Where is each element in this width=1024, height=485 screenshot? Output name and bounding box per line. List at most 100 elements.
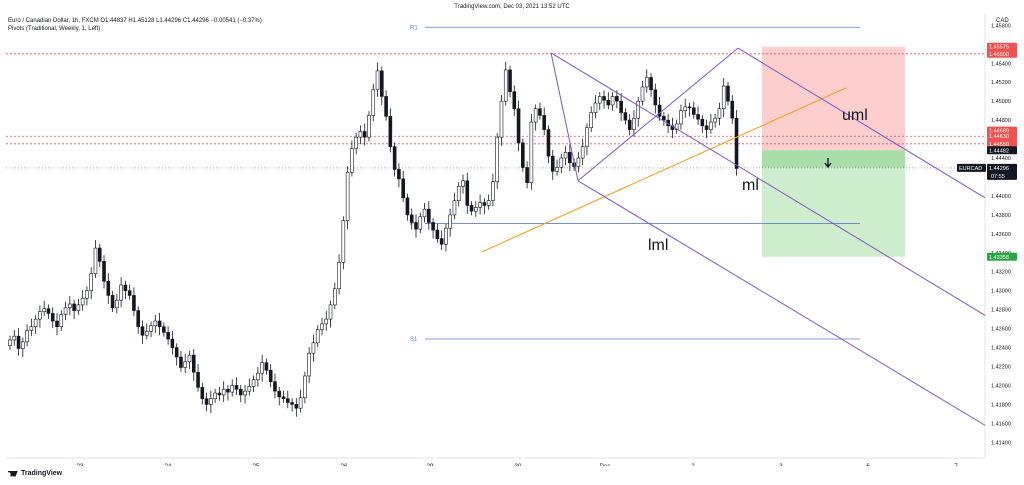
take-profit-zone[interactable] (762, 150, 905, 257)
candle-body (230, 385, 235, 393)
price-badge (987, 42, 1017, 51)
candle-body (324, 318, 329, 325)
price-badge (987, 146, 1017, 155)
candle-body (46, 308, 51, 314)
candle-body (72, 303, 76, 311)
pitchfork-median-line[interactable] (550, 52, 986, 316)
candle-body (303, 375, 307, 399)
candle-body (491, 181, 495, 201)
candle-body (226, 388, 230, 393)
price-tick-label: 1.42600 (991, 327, 1011, 333)
candle-body (110, 295, 115, 309)
candle-body (405, 197, 410, 216)
candle-body (726, 85, 730, 102)
chart-legend: Euro / Canadian Dollar, 1h, FXCM O1.4483… (8, 17, 262, 33)
candle-body (174, 347, 179, 358)
candle-body (422, 208, 427, 218)
price-tick-label: 1.43600 (991, 232, 1011, 238)
time-tick-label: Dec (600, 464, 611, 466)
candle-body (213, 392, 217, 400)
candle-body (392, 146, 397, 170)
time-tick-label: 25 (253, 464, 260, 466)
candle-body (12, 335, 17, 341)
price-badge-label: 1.44550 (989, 142, 1009, 148)
candle-body (512, 91, 517, 110)
down-arrow-icon (824, 158, 832, 169)
brand-label: TradingView (21, 470, 63, 477)
candle-body (354, 136, 358, 149)
price-tick-label: 1.43200 (991, 270, 1011, 276)
price-tick-label: 1.45800 (991, 23, 1011, 29)
pitchfork-lower-median-line[interactable] (577, 180, 986, 426)
candle-body (709, 121, 713, 130)
pitchfork-upper-median-line[interactable] (737, 47, 986, 199)
candle-body (315, 329, 320, 344)
candle-body (358, 131, 363, 138)
candle-body (734, 117, 739, 169)
candle-body (260, 362, 264, 374)
candle-body (200, 387, 205, 400)
pitchfork-handle[interactable] (577, 47, 739, 182)
price-badge-label: 1.44482 (989, 148, 1009, 154)
price-tick-label: 1.42200 (991, 365, 1011, 371)
candle-body (140, 326, 145, 336)
candle-body (696, 114, 700, 120)
candle-body (298, 397, 303, 409)
candle-body (204, 398, 209, 405)
candle-body (85, 290, 89, 299)
price-badge-label: 1.44689 (989, 129, 1009, 135)
candle-body (427, 208, 431, 223)
tradingview-logo: TradingView (8, 470, 62, 477)
candle-body (21, 341, 25, 349)
candle-body (704, 125, 709, 130)
candle-body (38, 311, 42, 320)
candle-body (102, 261, 106, 282)
candle-body (568, 152, 572, 164)
candle-body (149, 325, 153, 332)
pitchfork-handle[interactable] (550, 52, 579, 181)
candle-body (234, 385, 239, 390)
candle-body (183, 361, 188, 368)
candle-body (281, 396, 286, 400)
candle-body (371, 89, 376, 116)
candle-body (285, 398, 290, 403)
price-badge-label: 1.45500 (989, 52, 1009, 58)
candle-body (115, 299, 119, 309)
candle-body (580, 146, 585, 159)
candle-body (679, 110, 683, 125)
price-tick-label: 1.45000 (991, 99, 1011, 105)
time-tick-label: 6 (866, 464, 870, 466)
symbol-ohlc-line: Euro / Canadian Dollar, 1h, FXCM O1.4483… (8, 18, 262, 24)
candle-body (418, 216, 423, 230)
candle-body (238, 388, 243, 396)
candle-body (521, 142, 525, 168)
candle-body (179, 356, 183, 368)
candle-body (623, 112, 628, 121)
candle-body (555, 167, 559, 172)
candle-body (367, 115, 371, 138)
candle-body (640, 86, 645, 102)
candle-body (529, 121, 534, 183)
candle-body (68, 303, 72, 309)
candle-body (431, 222, 435, 231)
candle-body (157, 320, 162, 328)
stop-loss-zone[interactable] (762, 46, 905, 151)
ascending-trendline[interactable] (481, 87, 847, 253)
symbol-tag (957, 163, 986, 172)
candle-body (465, 180, 470, 206)
candle-body (730, 100, 735, 119)
price-badge (987, 252, 1017, 261)
candle-body (610, 96, 615, 106)
time-tick-label: 24 (165, 464, 172, 466)
candle-body (162, 326, 166, 333)
candle-body (42, 308, 46, 312)
candle-body (89, 273, 93, 291)
candle-body (294, 404, 299, 409)
price-badge (987, 139, 1017, 148)
candle-body (320, 323, 324, 330)
tradingview-logo-icon (8, 470, 18, 477)
price-tick-label: 1.45200 (991, 80, 1011, 86)
price-badge (987, 132, 1017, 141)
candle-body (187, 354, 192, 363)
